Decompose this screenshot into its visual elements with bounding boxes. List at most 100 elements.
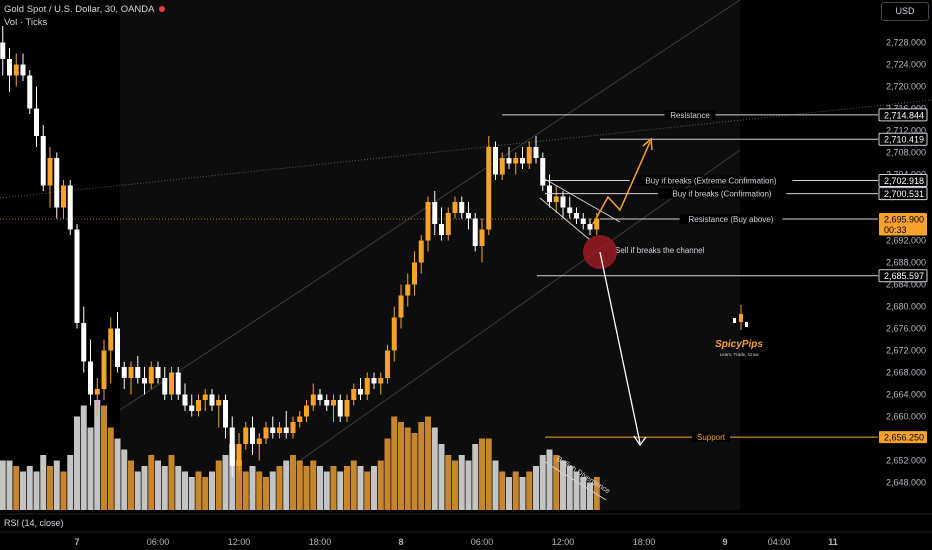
volume-bar: [337, 471, 344, 510]
volume-bar: [404, 427, 411, 510]
candle-body: [324, 400, 330, 406]
volume-bar: [283, 460, 290, 510]
candle-body: [94, 389, 100, 395]
volume-bar: [128, 460, 134, 510]
price-label-text: 2,656.250: [884, 433, 924, 443]
volume-bar: [134, 471, 141, 510]
candle-body: [371, 378, 377, 384]
candle-body: [162, 378, 168, 395]
price-tick-label: 2,712.000: [886, 126, 926, 136]
logo-candle-small-2: [745, 322, 748, 327]
price-axis[interactable]: 2,728.0002,724.0002,720.0002,716.0002,71…: [878, 38, 928, 488]
candle-body: [351, 389, 357, 400]
dotted-trendline: [0, 99, 932, 199]
label-buy-confirm: Buy if breaks (Confirmation): [672, 190, 771, 199]
volume-bar: [553, 455, 560, 510]
candle-body: [115, 328, 120, 367]
candle-body: [169, 372, 174, 395]
price-tick-label: 2,672.000: [886, 346, 926, 356]
volume-bar: [209, 471, 215, 510]
volume-header: Vol · Ticks: [4, 17, 47, 28]
price-tick-label: 2,724.000: [886, 60, 926, 70]
price-label-text: 00:33: [884, 225, 907, 235]
volume-bar: [580, 477, 587, 510]
volume-bar: [506, 477, 512, 510]
price-tick-label: 2,676.000: [886, 324, 926, 334]
logo-brand: SpicyPips: [715, 339, 763, 350]
candle-body: [486, 147, 492, 230]
volume-bar: [195, 471, 202, 510]
volume-bar: [458, 455, 465, 510]
candle-body: [223, 400, 228, 428]
candle-body: [540, 158, 546, 186]
candle-body: [27, 75, 33, 109]
candle-body: [560, 196, 566, 208]
time-tick-label: 8: [398, 537, 403, 547]
candle-body: [108, 328, 114, 351]
volume-bar: [87, 427, 94, 510]
candle-body: [506, 158, 512, 164]
volume-bar: [587, 482, 593, 510]
symbol-header: Gold Spot / U.S. Dollar, 30, OANDA: [4, 4, 166, 15]
volume-bar: [60, 471, 67, 510]
candle-body: [61, 185, 66, 208]
price-label-box: [878, 173, 928, 187]
bullish-arrowhead: [642, 137, 653, 151]
candle-body: [533, 147, 539, 158]
price-label-text: 2,714.844: [884, 110, 924, 120]
time-tick-label: 18:00: [309, 537, 332, 547]
label-support-bg: [691, 432, 731, 443]
label-sell-channel: Sell if breaks the channel: [615, 246, 705, 255]
volume-bar: [391, 416, 398, 510]
volume-bar: [202, 477, 209, 510]
candle-body: [344, 400, 350, 417]
candle-body: [270, 427, 276, 433]
time-tick-label: 06:00: [471, 537, 494, 547]
bearish-path: [599, 251, 641, 444]
candle-body: [331, 400, 336, 406]
volume-bar: [6, 460, 13, 510]
volume-bar: [40, 455, 47, 510]
volume-bar: [445, 455, 452, 510]
candle-body: [175, 372, 181, 395]
candle-body: [290, 422, 296, 433]
volume-bar: [47, 466, 53, 510]
currency-button[interactable]: USD: [881, 2, 929, 21]
candle-body: [189, 405, 195, 411]
volume-bar: [168, 455, 175, 510]
logo-candle-small: [733, 318, 736, 323]
time-tick-label: 7: [74, 537, 79, 547]
volume-bar: [479, 438, 485, 510]
candle-body: [432, 202, 438, 224]
volume-bar: [107, 427, 114, 510]
volume-bar: [182, 471, 188, 510]
volume-bar: [188, 477, 195, 510]
volume-bar: [222, 455, 229, 510]
volume-bar: [512, 471, 519, 510]
candle-body: [337, 400, 343, 417]
time-axis[interactable]: 7 06:00 12:00 18:00 8 06:00 12:00 18:00 9 04:00 11: [0, 513, 932, 547]
volume-bar: [94, 400, 101, 510]
volume-bar: [384, 438, 391, 510]
volume-bar: [431, 427, 438, 510]
volume-bar: [0, 460, 6, 510]
logo-candle-body: [739, 314, 743, 322]
candle-body: [439, 224, 444, 235]
candle-body: [405, 284, 411, 296]
volume-bar: [13, 466, 20, 510]
price-tick-label: 2,728.000: [886, 38, 926, 48]
candle-body: [418, 240, 424, 263]
volume-bar: [276, 466, 283, 510]
volume-bar: [377, 460, 384, 510]
volume-bar: [121, 449, 128, 510]
candle-body: [567, 207, 573, 213]
price-tick-label: 2,708.000: [886, 148, 926, 158]
candle-body: [398, 295, 404, 318]
time-tick-label: 06:00: [147, 537, 170, 547]
volume-bar: [141, 466, 148, 510]
candle-body: [459, 202, 465, 213]
volume-bar: [215, 460, 222, 510]
volume-bar: [465, 460, 472, 510]
candles: [0, 26, 600, 477]
